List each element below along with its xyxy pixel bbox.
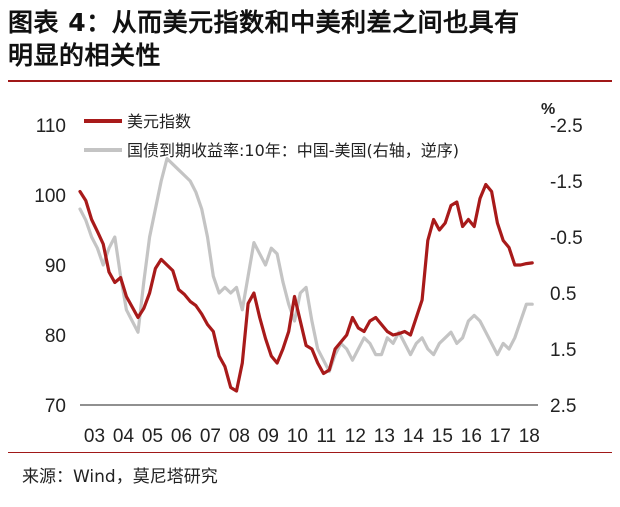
x-tick-label-6: 09 — [258, 426, 279, 447]
legend-item-dxy: 美元指数 — [84, 112, 191, 131]
right-tick-label-4: 1.5 — [550, 340, 576, 361]
x-tick-label-1: 04 — [113, 426, 135, 447]
series-layer — [78, 157, 534, 393]
title-line-2: 明显的相关性 — [8, 41, 162, 70]
title-divider — [8, 80, 612, 82]
series-line-spread — [78, 157, 534, 373]
x-tick-label-12: 15 — [432, 426, 453, 447]
right-axis: -2.5 -1.5 -0.5 0.5 1.5 2.5 — [550, 116, 583, 417]
legend-item-dxy-label: 美元指数 — [127, 112, 191, 131]
right-tick-label-5: 2.5 — [550, 396, 576, 417]
left-tick-label-1: 100 — [34, 186, 66, 207]
x-tick-label-9: 12 — [345, 426, 366, 447]
x-tick-label-2: 05 — [142, 426, 163, 447]
x-tick-label-7: 10 — [287, 426, 308, 447]
x-tick-label-14: 17 — [490, 426, 511, 447]
right-axis-unit: % — [541, 101, 555, 118]
x-tick-label-0: 03 — [84, 426, 105, 447]
footer-divider — [8, 452, 612, 453]
source-note: 来源：Wind，莫尼塔研究 — [22, 467, 218, 487]
right-tick-label-3: 0.5 — [550, 284, 576, 305]
left-tick-label-2: 90 — [45, 256, 66, 277]
legend-item-spread-label: 国债到期收益率:10年：中国-美国(右轴，逆序) — [127, 141, 459, 160]
x-axis: 03 04 05 06 07 08 09 10 11 12 13 14 15 16 17 18 — [84, 426, 540, 447]
left-tick-label-3: 80 — [45, 326, 66, 347]
x-tick-label-15: 18 — [519, 426, 540, 447]
series-line-dxy — [78, 182, 534, 393]
legend-item-spread: 国债到期收益率:10年：中国-美国(右轴，逆序) — [84, 141, 459, 160]
x-tick-label-11: 14 — [403, 426, 425, 447]
chart-title: 图表 4：从而美元指数和中美利差之间也具有 明显的相关性 — [8, 6, 608, 72]
left-axis: 110 100 90 80 70 — [34, 116, 66, 417]
x-tick-label-8: 11 — [317, 426, 337, 447]
x-tick-label-13: 16 — [461, 426, 482, 447]
x-tick-label-4: 07 — [200, 426, 221, 447]
right-tick-label-1: -1.5 — [550, 172, 583, 193]
left-tick-label-0: 110 — [36, 116, 66, 137]
x-tick-label-3: 06 — [171, 426, 192, 447]
title-line-1: 图表 4：从而美元指数和中美利差之间也具有 — [8, 8, 520, 37]
right-tick-label-2: -0.5 — [550, 228, 583, 249]
left-tick-label-4: 70 — [45, 396, 66, 417]
right-tick-label-0: -2.5 — [550, 116, 583, 137]
x-tick-label-10: 13 — [374, 426, 395, 447]
x-tick-label-5: 08 — [229, 426, 250, 447]
